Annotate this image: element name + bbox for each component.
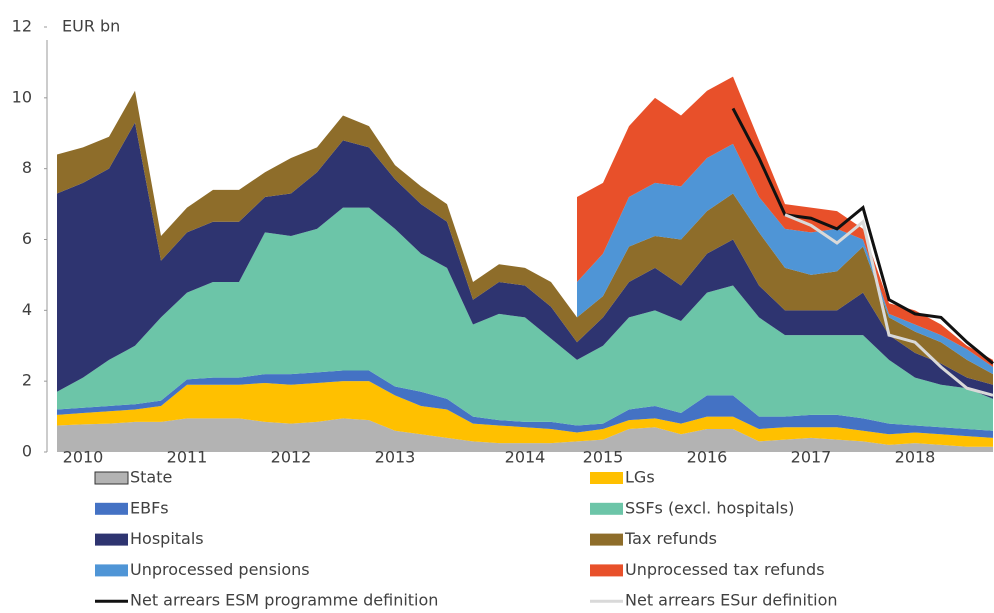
y-tick-label: 4 <box>22 300 32 319</box>
legend-label: State <box>130 468 172 487</box>
x-tick-label: 2013 <box>375 448 416 467</box>
legend-label: Net arrears ESur definition <box>625 591 838 610</box>
y-tick-label: 6 <box>22 229 32 248</box>
y-tick-label: 2 <box>22 371 32 390</box>
y-tick-label: 8 <box>22 158 32 177</box>
legend-swatch <box>95 502 128 515</box>
legend-swatch <box>95 564 128 577</box>
line <box>731 107 994 365</box>
x-tick-label: 2010 <box>63 448 104 467</box>
y-tick-label: 10 <box>12 87 32 106</box>
legend-label: Tax refunds <box>624 529 717 548</box>
x-tick-label: 2016 <box>687 448 728 467</box>
unit-label: EUR bn <box>62 17 120 36</box>
y-tick-label: 12 <box>12 17 32 36</box>
area <box>57 207 993 431</box>
legend-swatch <box>94 471 129 485</box>
legend-label: Hospitals <box>130 529 204 548</box>
area <box>577 143 993 375</box>
x-tick-label: 2011 <box>167 448 208 467</box>
legend-swatch <box>590 472 623 484</box>
line <box>784 213 994 397</box>
legend-label: LGs <box>625 468 655 487</box>
legend-label: SSFs (excl. hospitals) <box>625 498 794 517</box>
legend-label: EBFs <box>130 498 169 517</box>
x-tick-label: 2015 <box>583 448 624 467</box>
x-tick-label: 2017 <box>791 448 832 467</box>
area <box>57 122 993 399</box>
legend-swatch <box>590 564 623 577</box>
area <box>57 418 993 452</box>
legend-label: Unprocessed pensions <box>130 560 310 579</box>
area <box>57 90 993 385</box>
x-tick-label: 2014 <box>505 448 546 467</box>
legend-swatch <box>95 533 128 546</box>
area <box>57 370 993 438</box>
legend-swatch <box>590 502 623 515</box>
area <box>577 76 993 367</box>
area <box>57 381 993 447</box>
legend-label: Unprocessed tax refunds <box>625 560 825 579</box>
legend-swatch <box>590 533 623 546</box>
x-tick-label: 2018 <box>895 448 936 467</box>
legend-label: Net arrears ESM programme definition <box>130 591 438 610</box>
x-tick-label: 2012 <box>271 448 312 467</box>
y-tick-label: 0 <box>22 442 32 461</box>
